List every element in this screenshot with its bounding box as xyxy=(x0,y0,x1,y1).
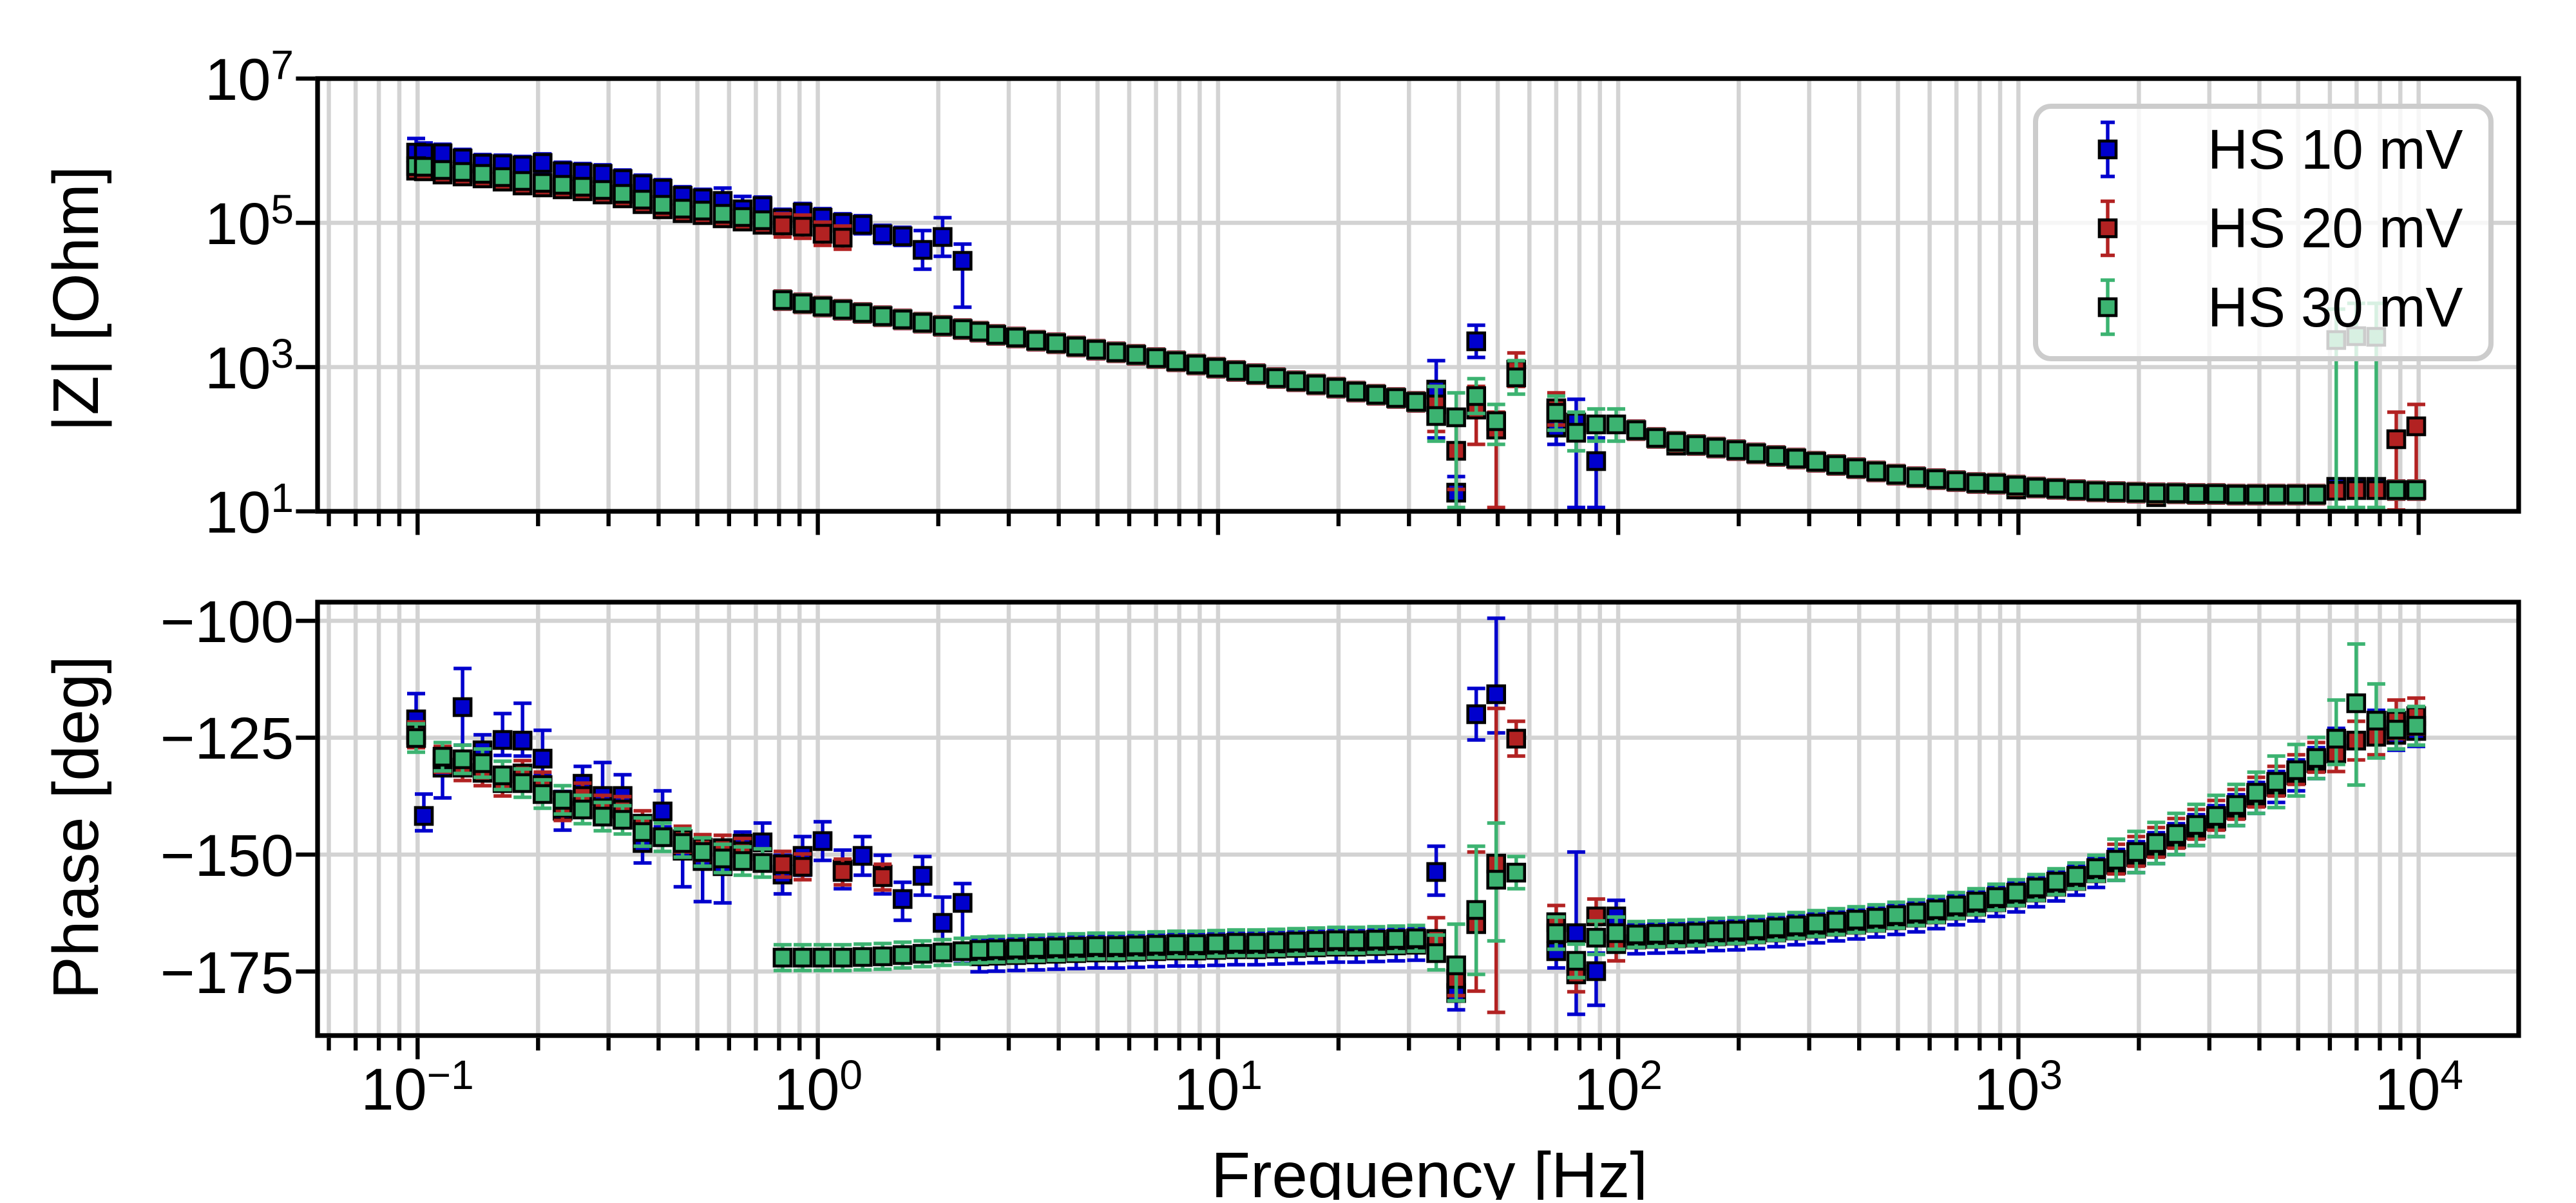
svg-text:101: 101 xyxy=(1174,1052,1263,1122)
svg-text:105: 105 xyxy=(205,186,294,257)
svg-text:−175: −175 xyxy=(160,940,294,1006)
svg-text:HS 10 mV: HS 10 mV xyxy=(2208,118,2463,181)
svg-text:−100: −100 xyxy=(160,589,294,655)
svg-text:|Z| [Ohm]: |Z| [Ohm] xyxy=(40,166,112,431)
svg-text:Phase [deg]: Phase [deg] xyxy=(40,656,112,999)
svg-text:Frequency [Hz]: Frequency [Hz] xyxy=(1211,1139,1648,1200)
svg-text:104: 104 xyxy=(2374,1052,2463,1122)
svg-text:HS 20 mV: HS 20 mV xyxy=(2208,197,2463,260)
svg-text:−150: −150 xyxy=(160,823,294,889)
svg-text:−125: −125 xyxy=(160,706,294,772)
svg-text:HS 30 mV: HS 30 mV xyxy=(2208,276,2463,339)
